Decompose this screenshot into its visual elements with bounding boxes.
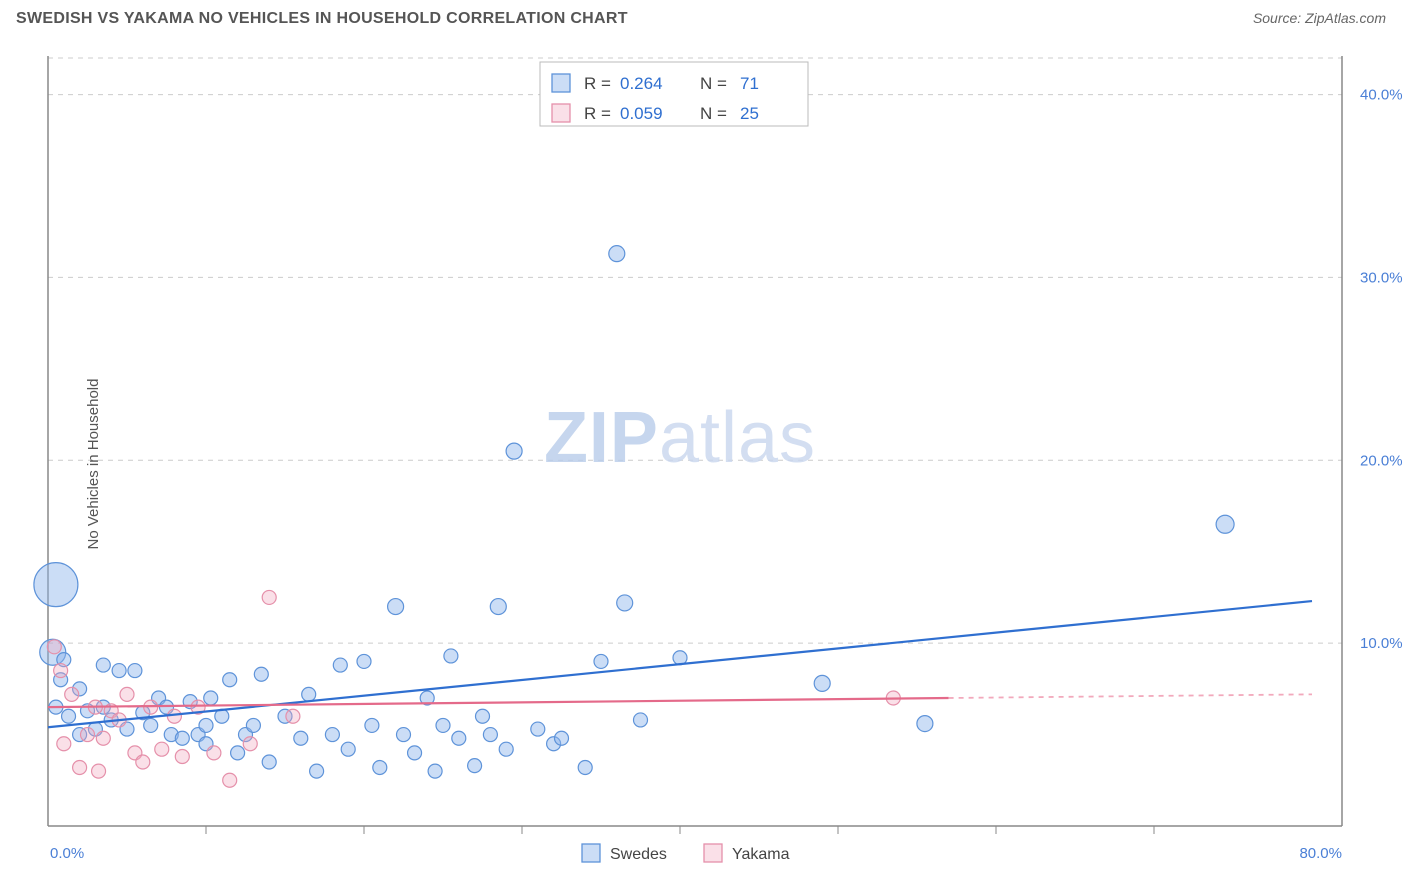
data-point-swedes: [444, 649, 458, 663]
data-point-swedes: [388, 599, 404, 615]
data-point-swedes: [231, 746, 245, 760]
data-point-swedes: [917, 716, 933, 732]
data-point-swedes: [373, 760, 387, 774]
data-point-yakama: [65, 687, 79, 701]
data-point-swedes: [506, 443, 522, 459]
data-point-swedes: [302, 687, 316, 701]
data-point-swedes: [357, 654, 371, 668]
x-tick-label: 0.0%: [50, 845, 84, 862]
legend-n-value: 25: [740, 104, 759, 123]
y-tick-label: 20.0%: [1360, 452, 1403, 469]
data-point-yakama: [57, 737, 71, 751]
data-point-swedes: [62, 709, 76, 723]
data-point-swedes: [483, 728, 497, 742]
data-point-swedes: [175, 731, 189, 745]
data-point-swedes: [325, 728, 339, 742]
data-point-yakama: [136, 755, 150, 769]
data-point-swedes: [555, 731, 569, 745]
data-point-swedes: [34, 563, 78, 607]
data-point-swedes: [365, 718, 379, 732]
trend-line-swedes: [48, 601, 1312, 727]
trend-line-yakama-ext: [949, 694, 1312, 698]
data-point-yakama: [120, 687, 134, 701]
source-attribution: Source: ZipAtlas.com: [1253, 10, 1386, 26]
source-label: Source:: [1253, 10, 1301, 26]
legend-swatch: [552, 74, 570, 92]
data-point-swedes: [452, 731, 466, 745]
series-legend: Swedes Yakama: [582, 844, 790, 863]
data-point-yakama: [207, 746, 221, 760]
data-point-swedes: [128, 664, 142, 678]
chart-title: SWEDISH VS YAKAMA NO VEHICLES IN HOUSEHO…: [16, 10, 628, 28]
stats-legend: [540, 62, 808, 126]
data-point-swedes: [499, 742, 513, 756]
y-tick-label: 30.0%: [1360, 269, 1403, 286]
data-point-swedes: [397, 728, 411, 742]
data-point-swedes: [408, 746, 422, 760]
data-point-swedes: [223, 673, 237, 687]
legend-swatch: [704, 844, 722, 862]
data-point-yakama: [92, 764, 106, 778]
scatter-chart: ZIPatlas 0.0% 80.0% 10.0% 20.0% 30.0% 40.0% R =…: [0, 36, 1406, 892]
source-value: ZipAtlas.com: [1305, 10, 1386, 26]
data-point-swedes: [578, 760, 592, 774]
legend-r-value: 0.059: [620, 104, 663, 123]
data-point-swedes: [262, 755, 276, 769]
data-point-swedes: [1216, 515, 1234, 533]
data-point-yakama: [167, 709, 181, 723]
data-point-swedes: [476, 709, 490, 723]
data-point-yakama: [243, 737, 257, 751]
legend-label: Yakama: [732, 846, 790, 863]
data-point-swedes: [199, 718, 213, 732]
data-point-yakama: [286, 709, 300, 723]
data-point-yakama: [81, 728, 95, 742]
data-point-swedes: [341, 742, 355, 756]
data-point-swedes: [112, 664, 126, 678]
data-point-yakama: [223, 773, 237, 787]
legend-label: Swedes: [610, 846, 667, 863]
data-point-yakama: [54, 664, 68, 678]
legend-r-label: R =: [584, 104, 611, 123]
data-point-swedes: [246, 718, 260, 732]
data-point-swedes: [490, 599, 506, 615]
data-point-yakama: [262, 590, 276, 604]
legend-swatch: [552, 104, 570, 122]
data-point-swedes: [468, 759, 482, 773]
y-tick-label: 10.0%: [1360, 635, 1403, 652]
data-point-swedes: [531, 722, 545, 736]
data-point-swedes: [144, 718, 158, 732]
data-point-yakama: [155, 742, 169, 756]
data-point-swedes: [333, 658, 347, 672]
y-axis-title: No Vehicles in Household: [85, 379, 102, 550]
x-tick-label: 80.0%: [1299, 845, 1342, 862]
legend-n-value: 71: [740, 74, 759, 93]
data-point-swedes: [436, 718, 450, 732]
legend-n-label: N =: [700, 104, 727, 123]
data-point-swedes: [96, 658, 110, 672]
watermark: ZIPatlas: [544, 398, 816, 478]
data-point-swedes: [814, 675, 830, 691]
data-point-swedes: [594, 654, 608, 668]
data-point-swedes: [428, 764, 442, 778]
legend-r-label: R =: [584, 74, 611, 93]
data-point-swedes: [254, 667, 268, 681]
legend-r-value: 0.264: [620, 74, 663, 93]
data-point-yakama: [175, 750, 189, 764]
legend-swatch: [582, 844, 600, 862]
legend-n-label: N =: [700, 74, 727, 93]
data-point-swedes: [204, 691, 218, 705]
data-point-yakama: [47, 640, 61, 654]
data-point-swedes: [294, 731, 308, 745]
data-point-swedes: [310, 764, 324, 778]
data-point-swedes: [634, 713, 648, 727]
data-point-yakama: [96, 731, 110, 745]
y-tick-label: 40.0%: [1360, 87, 1403, 104]
data-point-swedes: [617, 595, 633, 611]
data-point-swedes: [609, 246, 625, 262]
data-point-yakama: [73, 760, 87, 774]
